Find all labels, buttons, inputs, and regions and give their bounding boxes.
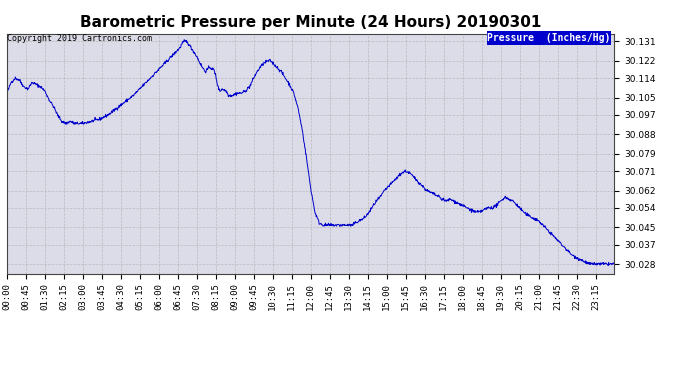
- Text: Copyright 2019 Cartronics.com: Copyright 2019 Cartronics.com: [7, 34, 152, 43]
- Title: Barometric Pressure per Minute (24 Hours) 20190301: Barometric Pressure per Minute (24 Hours…: [80, 15, 541, 30]
